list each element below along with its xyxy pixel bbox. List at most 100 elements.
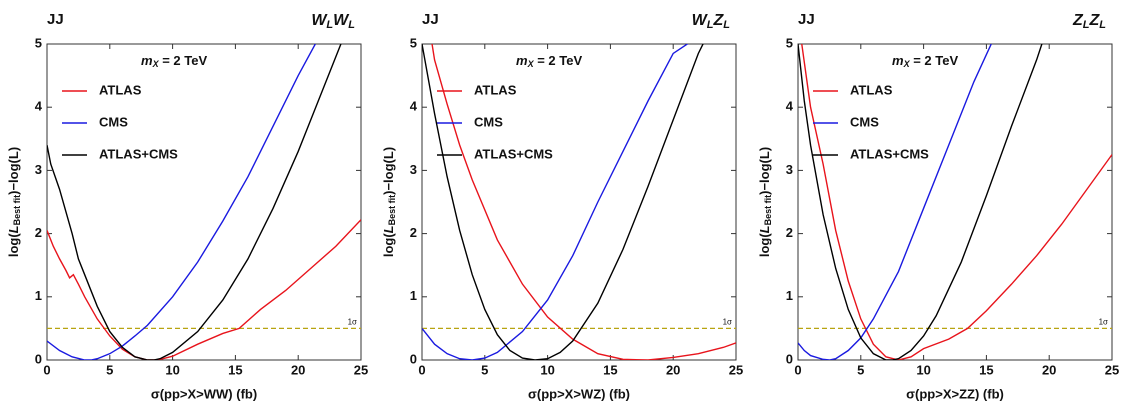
- y-tick-label: 5: [410, 35, 417, 50]
- legend-label: ATLAS: [99, 82, 142, 97]
- y-tick-label: 2: [786, 225, 793, 240]
- x-tick-label: 25: [1105, 362, 1119, 377]
- x-tick-label: 20: [666, 362, 680, 377]
- legend-label: ATLAS+CMS: [474, 146, 553, 161]
- series-line: [422, 44, 704, 360]
- x-tick-label: 5: [106, 362, 113, 377]
- panel-title: WLZL: [692, 12, 731, 31]
- x-tick-label: 20: [1042, 362, 1056, 377]
- legend-label: CMS: [474, 114, 503, 129]
- title-sub: L: [707, 19, 714, 31]
- x-tick-label: 15: [228, 362, 242, 377]
- x-axis-label: σ(pp>X>ZZ) (fb): [906, 386, 1004, 401]
- x-tick-label: 15: [979, 362, 993, 377]
- annotation-sub: X: [527, 59, 535, 69]
- plot-frame: [797, 43, 1113, 361]
- legend-label: ATLAS: [474, 82, 517, 97]
- panel: 0 5 10 15 20 25 0 1 2 3 4 5 1σ ATLAS CMS ATLAS+CMS mX = …: [757, 11, 1119, 401]
- y-tick-label: 4: [35, 99, 43, 114]
- series-line: [422, 44, 689, 360]
- title-base: Z: [1072, 12, 1084, 29]
- title-sub: L: [1083, 19, 1090, 31]
- x-tick-label: 5: [481, 362, 488, 377]
- y-label-sub: Best fit: [763, 195, 773, 226]
- x-tick-label: 0: [794, 362, 801, 377]
- y-tick-label: 4: [786, 99, 794, 114]
- x-axis-label: σ(pp>X>WZ) (fb): [528, 386, 630, 401]
- annotation-sub: X: [152, 59, 160, 69]
- reference-label: 1σ: [348, 318, 357, 327]
- x-tick-label: 0: [418, 362, 425, 377]
- y-tick-label: 3: [35, 162, 42, 177]
- legend-label: CMS: [99, 114, 128, 129]
- x-tick-label: 10: [165, 362, 179, 377]
- y-axis-label: log(LBest fit)−log(L): [381, 147, 397, 257]
- y-tick-label: 0: [35, 351, 42, 366]
- series-line: [47, 219, 361, 360]
- annotation-sub: X: [903, 59, 911, 69]
- title-base: W: [311, 12, 328, 29]
- annotation-var: m: [516, 53, 528, 68]
- title-base: W: [333, 12, 350, 29]
- x-axis-label: σ(pp>X>WW) (fb): [151, 386, 257, 401]
- x-tick-label: 15: [603, 362, 617, 377]
- y-tick-label: 0: [786, 351, 793, 366]
- annotation: mX = 2 TeV: [516, 53, 582, 69]
- corner-label: JJ: [422, 11, 439, 28]
- y-label-sub: Best fit: [387, 195, 397, 226]
- panel-title: WLWL: [311, 12, 355, 31]
- series-line: [798, 44, 993, 360]
- y-tick-label: 1: [410, 288, 417, 303]
- title-base: W: [692, 12, 709, 29]
- legend-label: CMS: [850, 114, 879, 129]
- series-line: [431, 44, 736, 360]
- reference-label: 1σ: [1099, 318, 1108, 327]
- legend-label: ATLAS: [850, 82, 893, 97]
- legend-label: ATLAS+CMS: [99, 146, 178, 161]
- x-tick-label: 25: [354, 362, 368, 377]
- title-sub: L: [1099, 19, 1106, 31]
- annotation: mX = 2 TeV: [892, 53, 958, 69]
- x-tick-label: 5: [857, 362, 864, 377]
- plot-frame: [421, 43, 737, 361]
- corner-label: JJ: [47, 11, 64, 28]
- y-tick-label: 2: [35, 225, 42, 240]
- corner-label: JJ: [798, 11, 815, 28]
- x-tick-label: 25: [729, 362, 743, 377]
- y-tick-label: 5: [786, 35, 793, 50]
- y-tick-label: 1: [786, 288, 793, 303]
- y-label-pre: log(: [6, 233, 21, 257]
- y-tick-label: 4: [410, 99, 418, 114]
- y-label-pre: log(: [381, 233, 396, 257]
- series-line: [47, 44, 342, 360]
- y-tick-label: 3: [410, 162, 417, 177]
- y-label-var: L: [757, 225, 772, 233]
- x-tick-label: 20: [291, 362, 305, 377]
- y-label-sub: Best fit: [12, 195, 22, 226]
- annotation-rest: = 2 TeV: [910, 53, 959, 68]
- y-axis-label: log(LBest fit)−log(L): [757, 147, 773, 257]
- y-tick-label: 3: [786, 162, 793, 177]
- annotation: mX = 2 TeV: [141, 53, 207, 69]
- title-base: Z: [1088, 12, 1100, 29]
- y-tick-label: 2: [410, 225, 417, 240]
- y-axis-label: log(LBest fit)−log(L): [6, 147, 22, 257]
- y-label-post: )−log(L): [6, 147, 21, 195]
- y-label-var: L: [381, 225, 396, 233]
- annotation-var: m: [892, 53, 904, 68]
- y-tick-label: 1: [35, 288, 42, 303]
- series-line: [801, 44, 1112, 360]
- y-label-post: )−log(L): [381, 147, 396, 195]
- y-label-post: )−log(L): [757, 147, 772, 195]
- plot-frame: [46, 43, 362, 361]
- annotation-rest: = 2 TeV: [159, 53, 208, 68]
- reference-label: 1σ: [723, 318, 732, 327]
- series-line: [47, 44, 317, 360]
- y-tick-label: 5: [35, 35, 42, 50]
- y-label-pre: log(: [757, 233, 772, 257]
- series-line: [798, 44, 1043, 360]
- y-label-var: L: [6, 225, 21, 233]
- title-base: Z: [712, 12, 724, 29]
- title-sub: L: [723, 19, 730, 31]
